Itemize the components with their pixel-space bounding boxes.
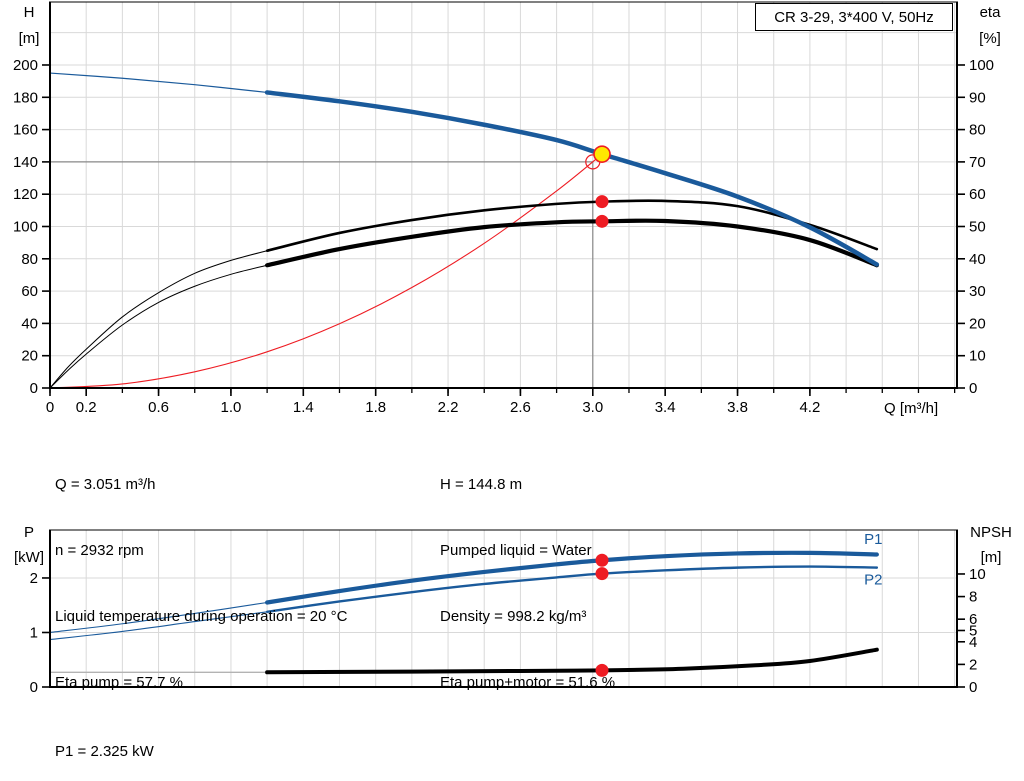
h-axis-label: H xyxy=(23,4,35,21)
curve-pump-curve xyxy=(264,90,880,267)
curve-pump-curve-thin xyxy=(49,72,268,94)
y-right-tick-label: 4 xyxy=(969,634,977,651)
x-tick-label: 3.4 xyxy=(655,399,676,416)
p-axis-unit: [kW] xyxy=(14,549,44,566)
y-right-tick-label: 20 xyxy=(969,315,986,332)
npsh-axis-unit: [m] xyxy=(980,549,1002,566)
x-tick-label: 0 xyxy=(46,399,54,416)
y-right-tick-label: 60 xyxy=(969,186,986,203)
eta-pump-motor-duty-dot xyxy=(595,214,609,228)
power-npsh-chart: 0 1 2 0 2 456 8 10 P1 P2 xyxy=(30,529,986,696)
duty-point-actual[interactable] xyxy=(593,145,611,163)
npsh-axis-label: NPSH xyxy=(970,524,1012,541)
curve-eta-pump-thin xyxy=(49,250,268,389)
duty-info-bottom: P1 = 2.325 kW P2 = 2.08 kW NPSH = 1.47 m xyxy=(55,697,160,781)
y-right-tick-label: 50 xyxy=(969,218,986,235)
curve-eta-pump-motor-thin xyxy=(49,264,268,389)
eta-axis-label: eta xyxy=(979,4,1001,21)
curve-p2 xyxy=(265,565,879,613)
eta-axis-unit: [%] xyxy=(979,30,1001,47)
duty-density-text: Density = 998.2 kg/m³ xyxy=(440,608,587,625)
p-axis-label: P xyxy=(23,524,34,541)
eta-pump-duty-dot xyxy=(595,195,609,209)
y-left-tick-label: 20 xyxy=(21,348,38,365)
y-right-tick-label: 70 xyxy=(969,154,986,171)
y-right-tick-label: 100 xyxy=(969,57,994,74)
head-efficiency-chart: 0 0.2 0.6 1.0 1.4 1.8 2.2 2.6 3.0 3.4 3.8 4.2 0 20 40 6… xyxy=(13,1,994,416)
pump-title-box: CR 3-29, 3*400 V, 50Hz xyxy=(755,3,953,31)
y-right-tick-label: 10 xyxy=(969,566,986,583)
q-axis-label: Q [m³/h] xyxy=(884,400,939,417)
y-left-tick-label: 180 xyxy=(13,89,38,106)
y-left-tick-label: 0 xyxy=(30,679,38,696)
p2-duty-dot xyxy=(595,567,609,581)
y-right-tick-label: 2 xyxy=(969,656,977,673)
y-right-tick-label: 80 xyxy=(969,122,986,139)
y-right-tick-label: 8 xyxy=(969,589,977,606)
gridlines xyxy=(50,2,957,388)
x-tick-label: 1.8 xyxy=(365,399,386,416)
y-right-tick-label: 0 xyxy=(969,679,977,696)
y-left-tick-label: 200 xyxy=(13,57,38,74)
y-right-tick-label: 10 xyxy=(969,348,986,365)
x-tick-label: 4.2 xyxy=(799,399,820,416)
duty-head-text: H = 144.8 m xyxy=(440,476,523,493)
duty-temperature-text: Liquid temperature during operation = 20… xyxy=(55,608,348,625)
y-left-tick-label: 120 xyxy=(13,186,38,203)
y-left-tick-label: 0 xyxy=(30,380,38,397)
y-left-tick-label: 2 xyxy=(30,570,38,587)
plot-frame xyxy=(49,529,958,688)
axis-ticks: 0 0.2 0.6 1.0 1.4 1.8 2.2 2.6 3.0 3.4 3.8 4.2 0 20 40 6… xyxy=(13,57,994,416)
y-right-tick-label: 0 xyxy=(969,380,977,397)
curve-npsh xyxy=(265,647,879,675)
curve-p2-thin xyxy=(49,611,268,641)
p1-duty-dot xyxy=(595,553,609,567)
x-tick-label: 3.0 xyxy=(582,399,603,416)
plot-frame xyxy=(49,1,958,389)
curve-p1-thin xyxy=(49,601,268,634)
curve-eta-pump xyxy=(265,199,879,253)
y-left-tick-label: 1 xyxy=(30,624,38,641)
y-left-tick-label: 160 xyxy=(13,122,38,139)
duty-eta-total-text: Eta pump+motor = 51.6 % xyxy=(440,674,616,691)
y-left-tick-label: 100 xyxy=(13,218,38,235)
duty-info-right: H = 144.8 m Pumped liquid = Water Densit… xyxy=(440,430,615,738)
x-tick-label: 1.0 xyxy=(220,399,241,416)
series-label-p1: P1 xyxy=(864,531,882,548)
x-tick-label: 2.6 xyxy=(510,399,531,416)
x-tick-label: 1.4 xyxy=(293,399,314,416)
y-left-tick-label: 40 xyxy=(21,315,38,332)
y-right-tick-label: 90 xyxy=(969,89,986,106)
x-tick-label: 3.8 xyxy=(727,399,748,416)
y-left-tick-label: 140 xyxy=(13,154,38,171)
pump-title: CR 3-29, 3*400 V, 50Hz xyxy=(774,8,934,26)
curve-system-curve xyxy=(49,153,603,389)
y-left-tick-label: 60 xyxy=(21,283,38,300)
y-right-tick-label: 5 xyxy=(969,622,977,639)
x-tick-label: 0.2 xyxy=(76,399,97,416)
duty-eta-pump-text: Eta pump = 57.7 % xyxy=(55,674,183,691)
x-tick-label: 2.2 xyxy=(438,399,459,416)
curve-p1 xyxy=(265,550,879,605)
duty-liquid-text: Pumped liquid = Water xyxy=(440,542,592,559)
series-label-p2: P2 xyxy=(864,572,882,589)
axis-ticks: 0 1 2 0 2 456 8 10 xyxy=(30,566,986,696)
duty-p1-text: P1 = 2.325 kW xyxy=(55,743,154,760)
npsh-duty-dot xyxy=(595,663,609,677)
h-axis-unit: [m] xyxy=(18,30,40,47)
y-right-tick-label: 6 xyxy=(969,611,977,628)
x-tick-label: 0.6 xyxy=(148,399,169,416)
curve-eta-pump-motor xyxy=(265,218,879,268)
y-left-tick-label: 80 xyxy=(21,251,38,268)
y-right-tick-label: 30 xyxy=(969,283,986,300)
duty-crosshair xyxy=(50,161,594,388)
duty-speed-text: n = 2932 rpm xyxy=(55,542,144,559)
duty-flow-text: Q = 3.051 m³/h xyxy=(55,476,156,493)
duty-info-left: Q = 3.051 m³/h n = 2932 rpm Liquid tempe… xyxy=(55,430,347,738)
y-right-tick-label: 40 xyxy=(969,251,986,268)
